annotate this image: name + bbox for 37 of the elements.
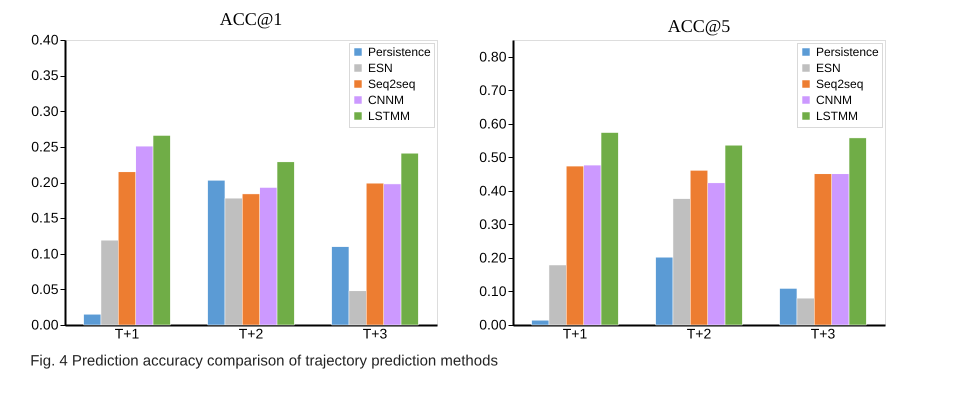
chart-title: ACC@5 [668, 16, 730, 36]
legend-label: CNNM [368, 93, 404, 107]
y-tick-label: 0.10 [31, 245, 59, 262]
y-tick-label: 0.00 [31, 316, 59, 332]
y-tick-label: 0.40 [31, 32, 59, 48]
legend-label: Persistence [816, 45, 880, 59]
y-tick-label: 0.25 [31, 138, 59, 154]
x-tick-label: T+3 [362, 326, 388, 342]
x-tick-label: T+1 [114, 326, 140, 342]
y-tick-label: 0.20 [479, 249, 507, 266]
legend-label: LSTMM [816, 109, 858, 123]
y-tick-label: 0.05 [31, 280, 59, 297]
y-tick-label: 0.20 [31, 174, 59, 190]
x-tick-label: T+2 [238, 326, 264, 342]
legend-label: Seq2seq [816, 77, 864, 91]
y-tick-label: 0.30 [479, 216, 507, 232]
y-tick-label: 0.60 [479, 115, 507, 132]
legend-label: Persistence [368, 45, 432, 59]
x-tick-label: T+2 [686, 326, 712, 342]
y-tick-label: 0.80 [479, 48, 507, 64]
y-tick-label: 0.30 [31, 102, 59, 119]
y-tick-label: 0.70 [479, 82, 507, 98]
legend-label: CNNM [816, 93, 852, 107]
legend-label: ESN [816, 61, 841, 75]
legend-label: LSTMM [368, 109, 410, 123]
y-tick-label: 0.00 [479, 316, 507, 332]
y-tick-label: 0.15 [31, 210, 59, 226]
caption: Fig. 4 Prediction accuracy comparison of trajectory prediction methods [30, 352, 498, 370]
chart-title: ACC@1 [220, 9, 282, 29]
y-tick-label: 0.35 [31, 67, 59, 84]
x-tick-label: T+1 [562, 326, 588, 342]
legend-label: ESN [368, 61, 393, 75]
y-tick-label: 0.40 [479, 182, 507, 198]
y-tick-label: 0.50 [479, 148, 507, 165]
x-tick-label: T+3 [810, 326, 836, 342]
legend-label: Seq2seq [368, 77, 416, 91]
y-tick-label: 0.10 [479, 282, 507, 299]
